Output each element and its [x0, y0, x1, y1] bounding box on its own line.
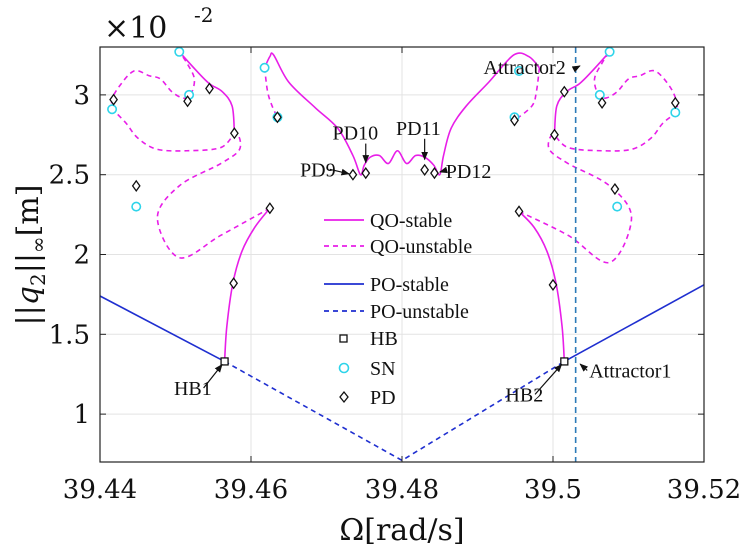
- hb-marker: [560, 357, 569, 366]
- y-axis-label: ||q2||∞[m]: [11, 185, 50, 326]
- annotation-pd11: PD11: [396, 118, 441, 140]
- legend-label-po-unstable: PO-unstable: [370, 301, 469, 323]
- pd-marker: [131, 179, 141, 192]
- pd-marker: [548, 278, 558, 291]
- y-exponent-label: ×10 -2: [104, 3, 213, 46]
- pd-marker: [265, 202, 275, 215]
- pd-marker: [430, 166, 439, 180]
- y-tick-label: 2.5: [49, 161, 90, 191]
- legend-label-hb: HB: [370, 328, 398, 350]
- pd-marker: [420, 163, 430, 177]
- legend-label-qo-unstable: QO-unstable: [370, 236, 472, 258]
- x-tick-label: 39.44: [63, 475, 137, 505]
- x-axis-label: Ω[rad/s]: [339, 513, 464, 548]
- sn-marker: [107, 104, 118, 115]
- annotation-arrow: [579, 363, 589, 372]
- y-exponent-power: -2: [194, 3, 213, 27]
- pd-marker: [514, 205, 524, 218]
- y-label-subinf: ∞: [26, 236, 50, 253]
- sn-marker: [131, 201, 142, 212]
- sn-marker: [670, 107, 681, 118]
- tick-layer: 39.44 39.46 39.48 39.5 39.52 1 1.5 2 2.5 3: [49, 47, 741, 505]
- pd-marker: [229, 127, 239, 140]
- sn-marker: [514, 65, 525, 76]
- pd-marker: [550, 128, 559, 141]
- pd-marker: [273, 111, 282, 124]
- legend-label-qo-stable: QO-stable: [370, 210, 452, 232]
- pd-marker: [610, 182, 620, 196]
- annotation-pd9: PD9: [300, 159, 336, 181]
- y-label-var: q: [11, 286, 46, 305]
- annotation-pd10: PD10: [333, 123, 379, 145]
- legend-label-pd: PD: [370, 387, 396, 409]
- y-label-close: ||: [11, 253, 46, 273]
- annotation-pd12: PD12: [446, 161, 492, 183]
- pd-marker: [183, 95, 192, 108]
- legend-marker-pd: [339, 390, 349, 404]
- series-qo-stable: [263, 52, 541, 176]
- legend-marker-sn: [338, 362, 350, 374]
- series-po-stable: [563, 284, 705, 363]
- y-tick-label: 3: [73, 81, 90, 111]
- y-tick-label: 1.5: [49, 320, 90, 350]
- annotation-hb1: HB1: [174, 378, 212, 400]
- series-qo-stable: [178, 51, 236, 134]
- x-tick-label: 39.52: [667, 475, 741, 505]
- y-tick-label: 2: [73, 241, 90, 271]
- pd-marker: [109, 93, 118, 106]
- legend: QO-stable QO-unstable PO-stable PO-unsta…: [324, 210, 472, 409]
- sn-marker: [174, 46, 185, 57]
- pd-marker: [205, 82, 214, 95]
- data-layer: [99, 47, 705, 462]
- annotation-arrow: [571, 65, 581, 73]
- pd-marker: [510, 114, 519, 127]
- x-tick-label: 39.48: [365, 475, 439, 505]
- y-tick-label: 1: [73, 400, 90, 430]
- series-qo-stable: [518, 210, 566, 362]
- y-label-sub: 2: [26, 273, 50, 286]
- pd-marker: [597, 96, 607, 109]
- annotation-arrow: [203, 363, 223, 389]
- series-qo-unstable: [263, 67, 279, 118]
- series-qo-unstable: [513, 67, 541, 122]
- pd-marker: [559, 85, 569, 98]
- sn-marker: [259, 62, 270, 73]
- series-qo-unstable: [110, 51, 271, 259]
- legend-label-po-stable: PO-stable: [370, 274, 449, 296]
- y-label-open: ||: [11, 305, 46, 325]
- x-tick-label: 39.5: [524, 475, 582, 505]
- x-tick-label: 39.46: [214, 475, 288, 505]
- hb-marker: [220, 357, 229, 366]
- marker-layer: [107, 46, 681, 366]
- legend-marker-hb: [339, 334, 348, 343]
- annotation-attractor1: Attractor1: [589, 360, 671, 382]
- series-po-stable: [99, 295, 225, 363]
- annotation-arrow: [439, 166, 449, 174]
- legend-label-sn: SN: [370, 358, 396, 380]
- sn-marker: [612, 201, 623, 212]
- annotation-layer: HB1 HB2 Attractor1 Attractor2 PD9 PD10 PD11PD1…: [174, 57, 671, 406]
- pd-marker: [229, 277, 239, 290]
- y-label-unit: [m]: [11, 185, 46, 237]
- annotation-hb2: HB2: [505, 384, 543, 406]
- series-qo-stable: [553, 51, 611, 135]
- series-qo-stable: [223, 207, 271, 362]
- annotation-arrow: [534, 363, 563, 395]
- pd-marker: [670, 96, 680, 109]
- y-exponent-base: ×10: [104, 11, 167, 46]
- annotation-arrow: [329, 168, 350, 176]
- pd-marker: [361, 166, 371, 180]
- svg-text:||q2||∞[m]: ||q2||∞[m]: [11, 185, 50, 326]
- pd-marker: [348, 168, 358, 181]
- series-po-unstable: [224, 360, 565, 462]
- annotation-attractor2: Attractor2: [484, 57, 566, 79]
- series-qo-unstable: [518, 51, 679, 264]
- sn-marker: [604, 46, 615, 57]
